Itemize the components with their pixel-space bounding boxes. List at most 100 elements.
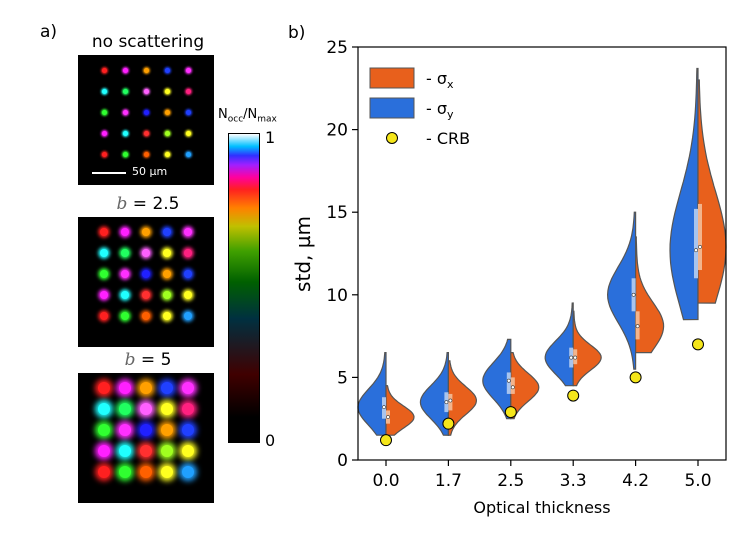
median-sigma-y [382, 405, 386, 410]
violin-sigma-x [385, 385, 415, 436]
spot [161, 382, 173, 394]
median-sigma-x [386, 415, 390, 419]
b-symbol: b [116, 194, 128, 214]
iqr-box-sigma-y [506, 372, 511, 394]
spot [121, 249, 129, 257]
spot [163, 249, 171, 257]
spot [100, 312, 108, 320]
spot [163, 312, 171, 320]
image-title-b-5: b = 5 [78, 350, 218, 370]
spot-image-b-5 [78, 373, 214, 503]
x-tick-label: 5.0 [684, 471, 711, 491]
spot [164, 109, 170, 115]
x-tick-label: 1.7 [435, 471, 462, 491]
x-tick-label: 4.2 [622, 471, 649, 491]
violin-sigma-y [419, 351, 449, 436]
panel-b-letter: b) [288, 23, 305, 43]
spot [122, 151, 128, 157]
image-title-no-scattering: no scattering [91, 32, 205, 52]
median-sigma-x [510, 385, 515, 390]
spot [140, 445, 152, 457]
spot [101, 109, 107, 115]
spot [164, 67, 170, 73]
median-sigma-x [573, 355, 578, 360]
iqr-box-sigma-x [698, 203, 702, 271]
y-tick-label: 15 [326, 203, 348, 223]
colorbar-label-sub-max: max [257, 114, 277, 125]
spot [184, 270, 192, 278]
spot [100, 249, 108, 257]
violin-sigma-x [510, 351, 540, 420]
y-axis: 0 5 10 15 20 25 [326, 38, 358, 471]
violin-sigma-x [697, 79, 727, 304]
x-axis-label: Optical thickness [473, 498, 610, 517]
spot [164, 151, 170, 157]
spot [140, 382, 152, 394]
spot [98, 382, 110, 394]
spot [121, 228, 129, 236]
spot [98, 466, 110, 478]
spot [100, 228, 108, 236]
violin-sigma-y [482, 338, 512, 420]
legend-label: - CRB [426, 129, 470, 148]
spot [161, 403, 173, 415]
colorbar [228, 133, 260, 443]
median-sigma-x [448, 398, 453, 403]
y-tick-label: 5 [337, 368, 348, 388]
y-tick-label: 0 [337, 451, 348, 471]
spot [184, 312, 192, 320]
spot [184, 228, 192, 236]
spot [119, 424, 131, 436]
crb-point [567, 389, 580, 402]
spot [185, 151, 191, 157]
b-value: 5 [160, 350, 172, 370]
iqr-box-sigma-y [694, 208, 698, 279]
spot [182, 445, 194, 457]
spot [163, 228, 171, 236]
spot [182, 403, 194, 415]
plot-frame [357, 46, 727, 461]
scale-bar [92, 172, 126, 174]
spot [119, 466, 131, 478]
spot-image-no-scattering [78, 55, 214, 185]
spot [122, 67, 128, 73]
spot [164, 130, 170, 136]
spot [121, 312, 129, 320]
violin-sigma-y [544, 302, 574, 387]
x-tick-label: 3.3 [560, 471, 587, 491]
colorbar-tick-max: 1 [265, 128, 276, 147]
spot [101, 130, 107, 136]
legend-label: - σx [426, 69, 454, 91]
legend-swatch [369, 67, 415, 89]
spot [121, 270, 129, 278]
panel-a-letter: a) [40, 22, 58, 42]
spot [142, 312, 150, 320]
spot [119, 382, 131, 394]
colorbar-label-slash-n: /N [243, 107, 258, 122]
median-sigma-y [694, 248, 698, 253]
spot [143, 109, 149, 115]
crb-point [692, 338, 704, 351]
scale-bar-label: 50 µm [132, 165, 168, 178]
legend: - σx - σy - CRB [369, 67, 470, 148]
spot [98, 403, 110, 415]
spot [100, 291, 108, 299]
spot [119, 403, 131, 415]
spot [100, 270, 108, 278]
spot [184, 291, 192, 299]
colorbar-label-sub-occ: occ [227, 114, 244, 125]
legend-label: - σy [426, 99, 454, 121]
spot [142, 291, 150, 299]
spot [182, 382, 194, 394]
spot [185, 130, 191, 136]
median-sigma-y [506, 378, 511, 383]
spot [122, 109, 128, 115]
crb-point [629, 371, 642, 384]
spot [98, 424, 110, 436]
violin-sigma-y [606, 211, 637, 370]
spot [142, 228, 150, 236]
spot [143, 67, 149, 73]
b-value: 2.5 [152, 194, 180, 214]
spot [185, 109, 191, 115]
